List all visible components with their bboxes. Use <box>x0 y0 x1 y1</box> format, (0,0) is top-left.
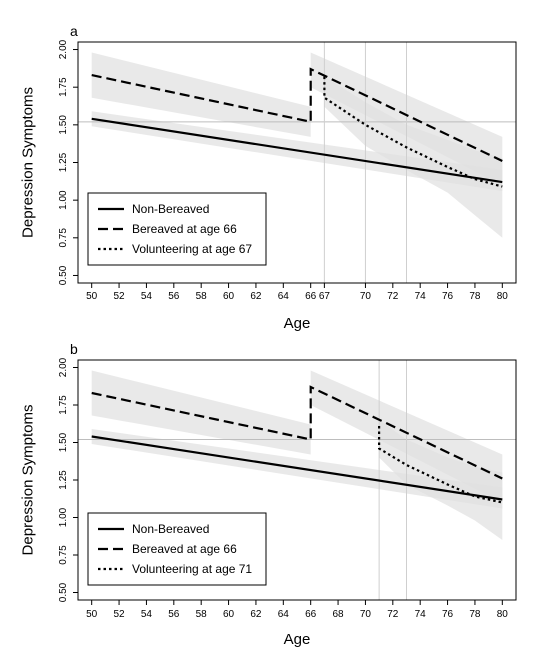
x-tick-label: 74 <box>415 609 427 620</box>
legend-label: Non-Bereaved <box>132 202 209 216</box>
y-tick-label: 1.75 <box>58 395 69 415</box>
series-line-2 <box>378 426 503 504</box>
series-line-0 <box>91 435 503 501</box>
x-tick-label: 60 <box>223 291 235 302</box>
y-tick-label: 0.75 <box>58 545 69 565</box>
legend: Non-Bereaved Bereaved at age 66 Volunteeri… <box>87 512 267 586</box>
x-tick-label: 80 <box>497 609 509 620</box>
x-tick-label: 60 <box>223 609 235 620</box>
x-tick-label: 62 <box>250 609 262 620</box>
panel-letter: a <box>70 23 78 39</box>
chart-panel-a: a 50 52 54 56 58 60 62 64 66 67 70 72 74 76 78 80 0.50 0.7… <box>20 23 517 332</box>
x-tick-label: 64 <box>278 609 290 620</box>
x-tick-label: 54 <box>141 609 153 620</box>
x-axis-title: Age <box>284 631 311 648</box>
x-tick-label: 76 <box>442 609 454 620</box>
y-axis-title: Depression Symptoms <box>20 87 37 238</box>
x-tick-label: 74 <box>415 291 427 302</box>
y-tick-label: 1.50 <box>58 115 69 135</box>
series-line-1 <box>91 67 503 162</box>
y-tick-label: 2.00 <box>58 39 69 59</box>
x-tick-label: 62 <box>250 291 262 302</box>
y-tick-label: 1.00 <box>58 190 69 210</box>
confidence-band <box>91 370 311 455</box>
x-tick-label: 50 <box>86 609 98 620</box>
confidence-band <box>91 52 311 137</box>
x-tick-label: 50 <box>86 291 98 302</box>
x-tick-label: 72 <box>387 609 399 620</box>
y-tick-label: 2.00 <box>58 357 69 377</box>
legend-label: Bereaved at age 66 <box>132 222 237 236</box>
series-line-0 <box>91 117 503 184</box>
y-tick-label: 1.50 <box>58 432 69 452</box>
x-tick-label: 58 <box>196 291 208 302</box>
x-tick-label: 78 <box>469 609 481 620</box>
x-tick-label: 70 <box>360 291 372 302</box>
x-tick-label: 54 <box>141 291 153 302</box>
x-tick-label: 58 <box>196 609 208 620</box>
legend: Non-Bereaved Bereaved at age 66 Volunteeri… <box>87 192 267 266</box>
x-tick-label: 80 <box>497 291 509 302</box>
x-tick-label: 66 <box>305 291 317 302</box>
y-tick-label: 1.00 <box>58 507 69 527</box>
x-tick-label: 78 <box>469 291 481 302</box>
x-tick-label: 64 <box>278 291 290 302</box>
x-tick-label: 70 <box>360 609 372 620</box>
y-tick-label: 1.75 <box>58 77 69 97</box>
legend-box <box>87 192 267 266</box>
x-axis-title: Age <box>284 315 311 332</box>
y-tick-label: 1.25 <box>58 152 69 172</box>
chart-panel-b: b 50 52 54 56 58 60 62 64 66 68 70 72 74 76 78 80 0.50 0.7… <box>20 341 517 648</box>
legend-label: Non-Bereaved <box>132 522 209 536</box>
x-tick-label: 66 <box>305 609 317 620</box>
legend-label: Volunteering at age 67 <box>132 242 252 256</box>
confidence-band <box>379 420 503 540</box>
x-tick-label: 52 <box>114 291 126 302</box>
series-line-1 <box>91 385 503 480</box>
x-tick-label: 56 <box>168 291 180 302</box>
y-tick-label: 1.25 <box>58 470 69 490</box>
x-tick-label: 67 <box>319 291 331 302</box>
series-line-2 <box>323 76 503 188</box>
y-axis-title: Depression Symptoms <box>20 405 37 556</box>
y-tick-label: 0.50 <box>58 265 69 285</box>
y-tick-label: 0.75 <box>58 228 69 248</box>
x-tick-label: 72 <box>387 291 399 302</box>
x-tick-label: 52 <box>114 609 126 620</box>
x-tick-label: 68 <box>333 609 345 620</box>
confidence-band <box>324 76 503 238</box>
panel-letter: b <box>70 341 78 357</box>
x-tick-label: 56 <box>168 609 180 620</box>
legend-label: Volunteering at age 71 <box>132 562 252 576</box>
legend-label: Bereaved at age 66 <box>132 542 237 556</box>
y-tick-label: 0.50 <box>58 582 69 602</box>
x-tick-label: 76 <box>442 291 454 302</box>
